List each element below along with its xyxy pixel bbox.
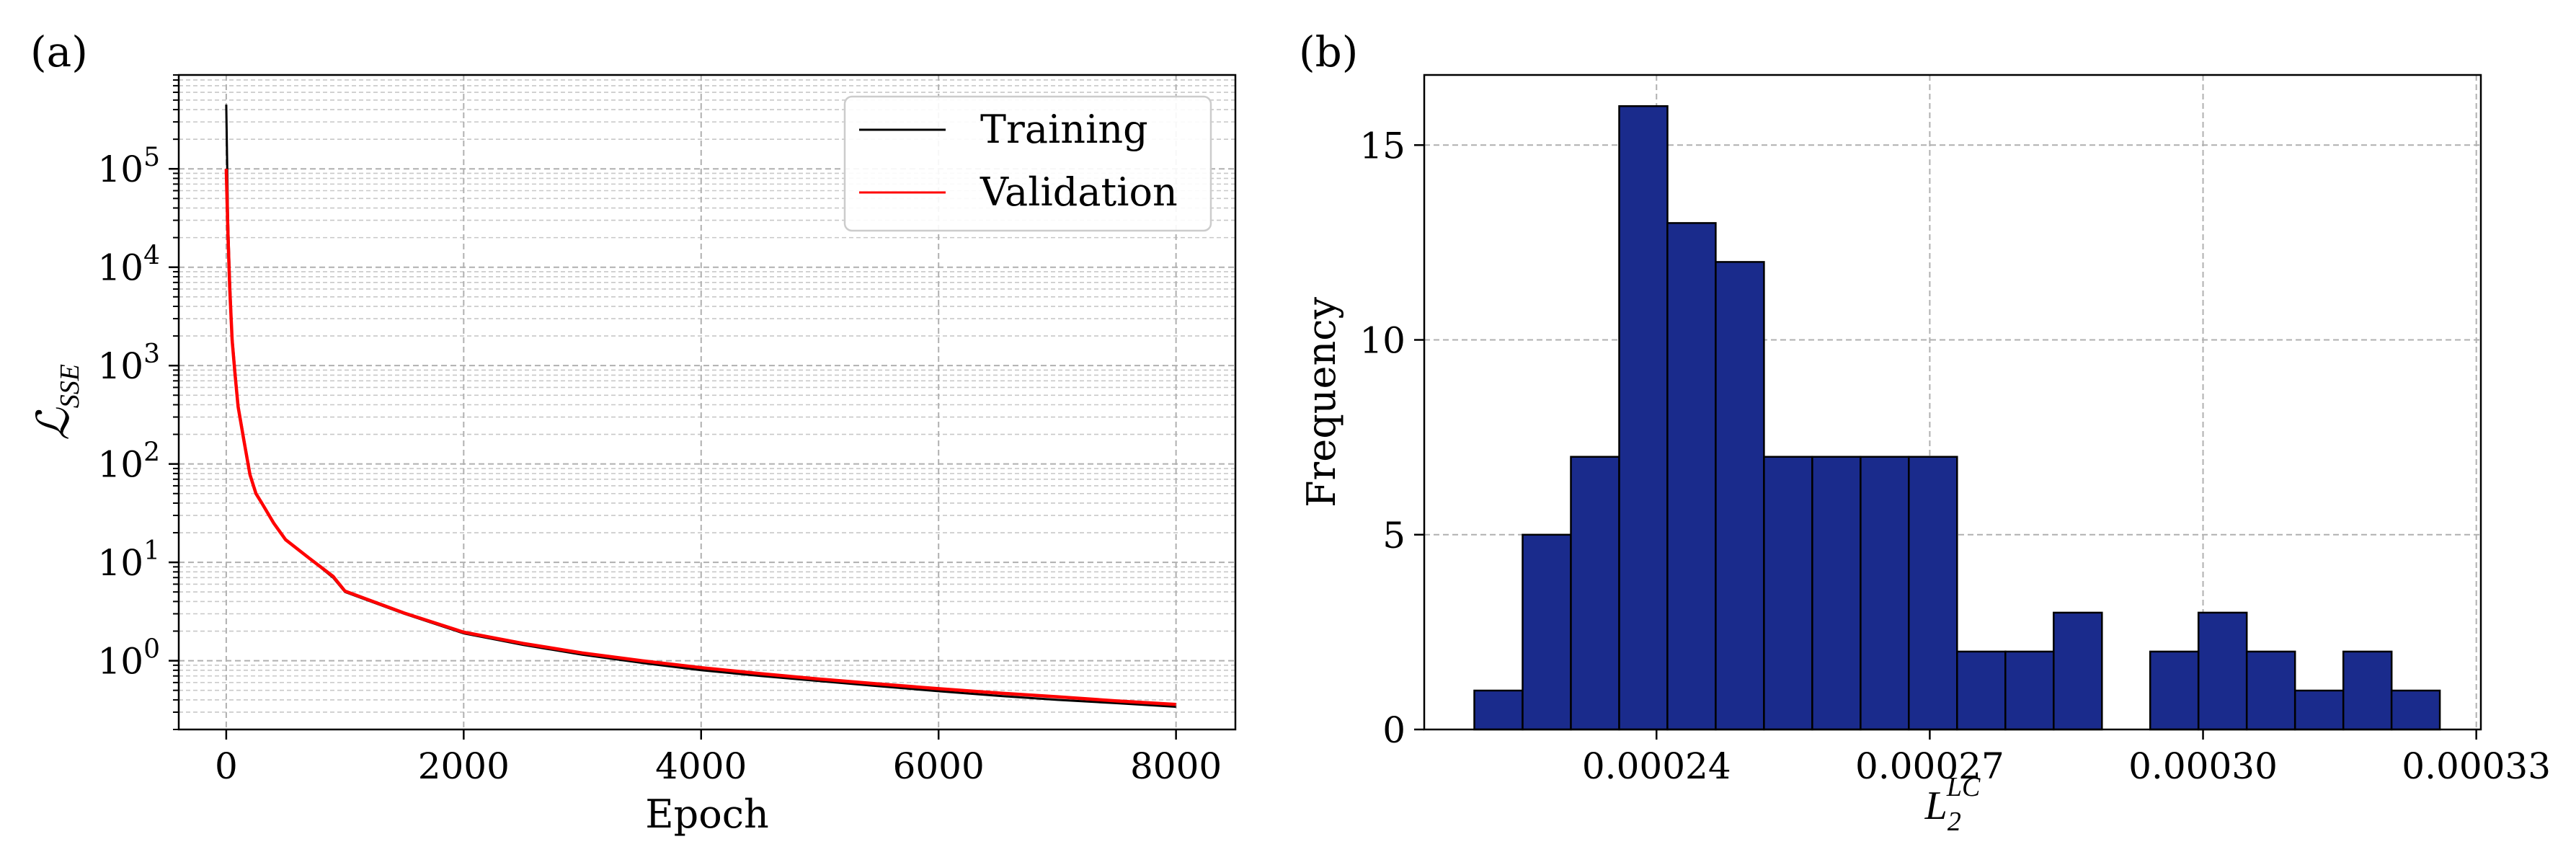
y-tick-exponent: 5 bbox=[143, 143, 160, 172]
svg-text:ℒSSE: ℒSSE bbox=[30, 364, 85, 440]
y-tick-label: 10 bbox=[1359, 320, 1405, 362]
panel-a-frame bbox=[177, 74, 1237, 731]
panel-b-ticks: 0 5 10 15 0.00024 0.00027 0.00030 0.00033 bbox=[1359, 125, 2551, 787]
histogram-bar bbox=[2245, 650, 2296, 731]
histogram-bar bbox=[1570, 456, 1620, 731]
x-tick-label: 4000 bbox=[655, 745, 747, 787]
histogram-bar bbox=[1811, 456, 1862, 731]
histogram-bar bbox=[1763, 456, 1813, 731]
x-tick-label: 0 bbox=[215, 745, 238, 787]
x-tick-label: 0.00030 bbox=[2128, 745, 2278, 787]
y-tick-exponent: 3 bbox=[143, 340, 160, 369]
y-tick-exponent: 0 bbox=[143, 635, 160, 665]
panel-a-series-lines bbox=[224, 105, 1176, 708]
y-tick-base: 10 bbox=[97, 345, 143, 387]
y-tick-base: 10 bbox=[97, 444, 143, 486]
panel-a-label: (a) bbox=[30, 27, 88, 76]
histogram-bar bbox=[2293, 689, 2345, 731]
panel-a-xlabel: Epoch bbox=[645, 791, 769, 837]
x-tick-label: 8000 bbox=[1130, 745, 1222, 787]
y-tick-label: 104 bbox=[97, 241, 160, 289]
histogram-bar bbox=[1522, 533, 1572, 731]
x-tick-label: 0.00027 bbox=[1855, 745, 2004, 787]
histogram-bar bbox=[1473, 689, 1524, 731]
y-tick-exponent: 2 bbox=[143, 438, 160, 468]
histogram-bar bbox=[1715, 261, 1765, 731]
y-tick-label: 100 bbox=[97, 635, 160, 683]
histogram-bar bbox=[2342, 650, 2393, 731]
y-tick-label: 105 bbox=[97, 143, 160, 190]
y-tick-label: 0 bbox=[1382, 709, 1405, 751]
x-tick-label: 0.00024 bbox=[1582, 745, 1731, 787]
panel-b-bars bbox=[1473, 105, 2441, 731]
y-tick-exponent: 4 bbox=[143, 241, 160, 271]
panel-b-xlabel-symbol: L bbox=[1924, 784, 1947, 828]
x-tick-label: 2000 bbox=[418, 745, 510, 787]
y-tick-base: 10 bbox=[97, 641, 143, 683]
y-tick-exponent: 1 bbox=[143, 536, 160, 566]
y-tick-label: 102 bbox=[97, 438, 160, 486]
y-tick-label: 103 bbox=[97, 340, 160, 387]
y-tick-base: 10 bbox=[97, 542, 143, 584]
histogram-bar bbox=[2053, 611, 2103, 731]
panel-b-frame bbox=[1423, 74, 2482, 731]
histogram-bar bbox=[1956, 650, 2007, 731]
y-tick-base: 10 bbox=[97, 148, 143, 190]
panel-b-xlabel: L2 LC bbox=[1924, 772, 1981, 837]
y-tick-base: 10 bbox=[97, 247, 143, 289]
panel-a-legend: Training Validation bbox=[843, 95, 1212, 232]
panel-b-xlabel-superscript: LC bbox=[1946, 772, 1981, 802]
legend-label-training: Training bbox=[980, 107, 1148, 152]
panel-a-major-grid bbox=[179, 75, 1235, 729]
series-line-validation bbox=[224, 169, 1176, 706]
panel-b-xlabel-subscript: 2 bbox=[1947, 807, 1961, 837]
histogram-bar bbox=[1908, 456, 1958, 731]
panel-a-ylabel-symbol: ℒ bbox=[30, 407, 79, 440]
histogram-bar bbox=[1666, 222, 1717, 731]
y-tick-label: 5 bbox=[1382, 515, 1405, 556]
panel-a-ylabel: ℒSSE bbox=[30, 364, 85, 440]
x-tick-label: 0.00033 bbox=[2402, 745, 2551, 787]
y-tick-label: 101 bbox=[97, 536, 160, 584]
histogram-bar bbox=[2004, 650, 2055, 731]
histogram-bar bbox=[2149, 650, 2200, 731]
histogram-bar bbox=[2197, 611, 2248, 731]
panel-b-ylabel: Frequency bbox=[1299, 296, 1344, 507]
histogram-bar bbox=[2390, 689, 2441, 731]
y-tick-label: 15 bbox=[1359, 125, 1405, 167]
panel-a-ylabel-subscript: SSE bbox=[55, 364, 85, 408]
histogram-bar bbox=[1618, 105, 1669, 731]
panel-b-label: (b) bbox=[1299, 27, 1358, 76]
x-tick-label: 6000 bbox=[893, 745, 985, 787]
panel-b-histogram: (b) 0 5 10 15 0.00024 0.00027 0.00030 0.00033 L… bbox=[1299, 27, 2551, 837]
histogram-bar bbox=[1860, 456, 1910, 731]
legend-label-validation: Validation bbox=[980, 169, 1178, 215]
